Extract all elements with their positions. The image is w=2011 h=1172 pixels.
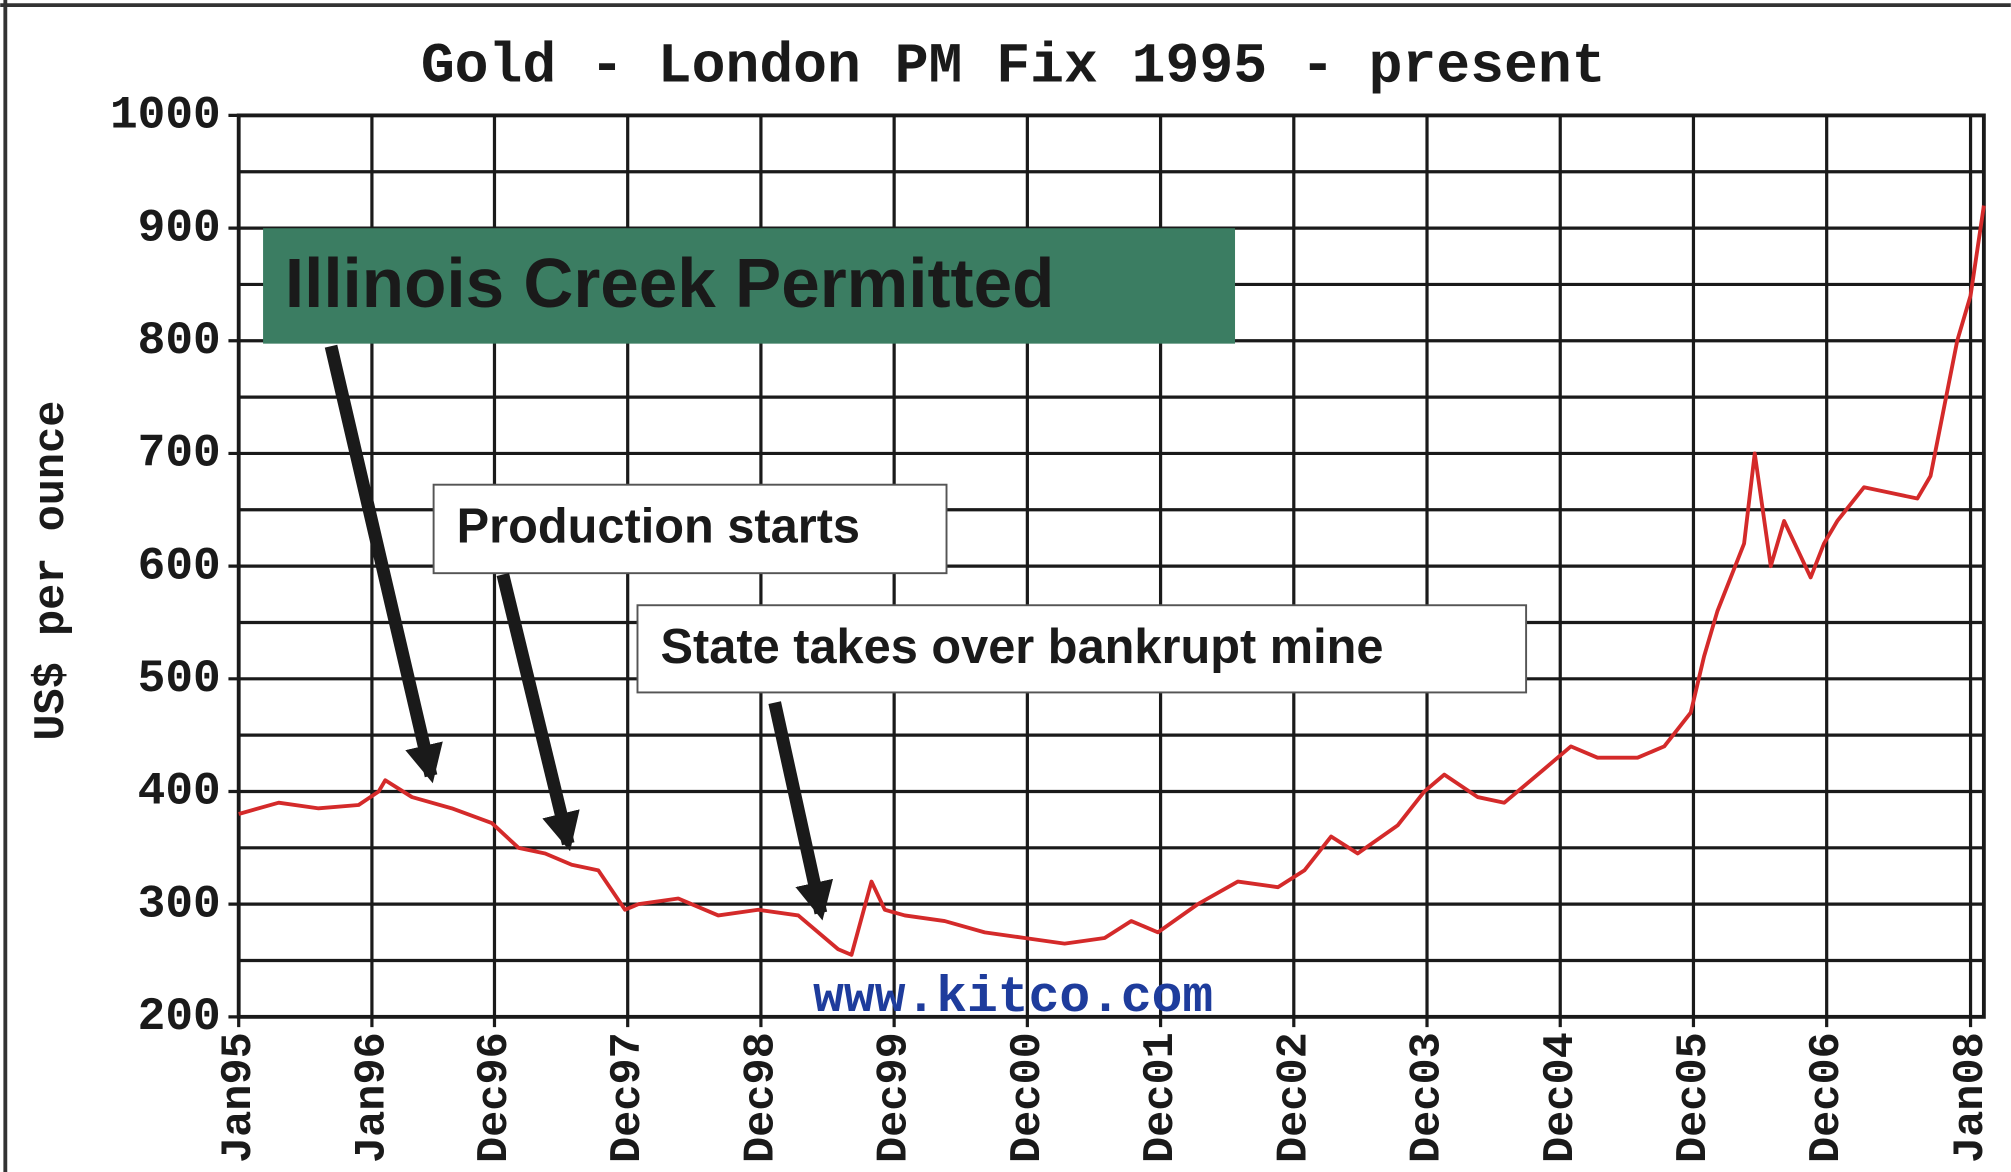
arrow [496,572,580,852]
watermark: www.kitco.com [813,969,1213,1027]
x-tick-label: Dec97 [604,1032,653,1163]
annotation-box [636,604,1528,694]
x-tick-label: Dec01 [1137,1032,1186,1163]
annotation: Production starts [457,499,860,553]
x-tick-label: Dec02 [1270,1032,1319,1163]
x-tick-label: Dec98 [737,1032,786,1163]
marks [238,205,1986,957]
x-tick-label: Dec06 [1803,1032,1852,1163]
chart-title: Gold - London PM Fix 1995 - present [421,35,1606,99]
arrow [324,344,443,784]
x-tick-label: Jan96 [348,1032,397,1163]
arrow [768,701,834,921]
annotation: Illinois Creek Permitted [285,244,1055,322]
annotation: State takes over bankrupt mine [661,620,1384,674]
x-tick-label: Dec03 [1404,1032,1453,1163]
y-tick-label: 700 [138,428,221,480]
y-axis-label: US$ per ounce [28,401,77,741]
x-tick-label: Dec05 [1670,1032,1719,1163]
x-tick-label: Dec04 [1537,1032,1586,1163]
x-tick-label: Jan95 [215,1032,264,1163]
y-tick-label: 500 [138,653,221,705]
x-tick-label: Dec96 [471,1032,520,1163]
y-tick-label: 400 [138,766,221,818]
annotation-box [432,483,948,575]
annotation-box [263,228,1236,344]
y-tick-label: 300 [138,878,221,930]
y-tick-label: 600 [138,540,221,592]
y-tick-label: 200 [138,991,221,1043]
y-tick-label: 900 [138,202,221,254]
y-tick-label: 1000 [110,90,221,142]
x-tick-label: Dec00 [1004,1032,1053,1163]
price-line [238,205,1986,957]
x-tick-label: Dec99 [871,1032,920,1163]
y-tick-label: 800 [138,315,221,367]
x-tick-label: Jan08 [1947,1032,1996,1163]
